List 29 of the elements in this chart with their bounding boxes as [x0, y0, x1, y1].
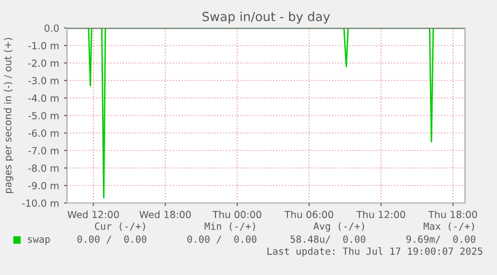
- y-tick-label: -8.0 m: [28, 164, 59, 172]
- text: Cur (-/+): [94, 222, 145, 231]
- text: 0.00 / 0.00: [187, 235, 256, 244]
- text: 0.00 / 0.00: [77, 235, 146, 244]
- y-tick-label: -5.0 m: [28, 112, 59, 120]
- legend-label: swap: [28, 237, 50, 245]
- text: 58.48u/ 0.00: [290, 235, 366, 244]
- x-tick-label: Thu 06:00: [284, 210, 334, 218]
- text: 9.69m/ 0.00: [406, 235, 476, 244]
- x-tick-label: Thu 18:00: [428, 210, 478, 218]
- text: Avg (-/+): [314, 222, 364, 232]
- x-tick-label: Thu 00:00: [212, 210, 262, 218]
- y-tick-label: -3.0 m: [28, 76, 59, 84]
- y-axis-title: pages per second in (-) / out (+): [4, 38, 14, 193]
- y-tick-label: -2.0 m: [28, 59, 59, 67]
- text: Last update: Thu Jul 17 19:00:07 2025: [267, 247, 482, 257]
- y-tick-label: -4.0 m: [28, 94, 59, 102]
- text: Max (-/+): [424, 222, 474, 231]
- text: Min (-/+): [204, 222, 255, 231]
- y-tick-label: -10.0 m: [22, 199, 59, 207]
- chart-title: Swap in/out - by day: [202, 12, 330, 24]
- y-tick-label: -9.0 m: [28, 182, 59, 190]
- y-tick-label: 0.0: [44, 24, 59, 32]
- y-tick-label: -1.0 m: [28, 42, 59, 50]
- y-tick-label: -6.0 m: [28, 129, 59, 137]
- x-tick-label: Wed 18:00: [139, 210, 191, 218]
- y-tick-label: -7.0 m: [28, 146, 59, 154]
- x-tick-label: Wed 12:00: [68, 210, 119, 218]
- x-tick-label: Thu 12:00: [356, 210, 406, 218]
